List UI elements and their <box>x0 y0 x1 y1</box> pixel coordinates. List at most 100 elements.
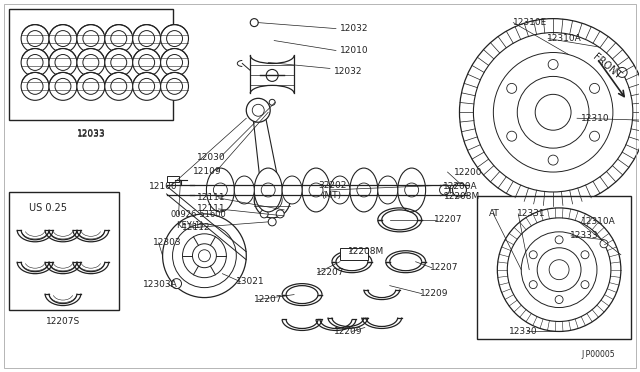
Text: 12207: 12207 <box>433 215 462 224</box>
Circle shape <box>77 73 105 100</box>
Circle shape <box>166 78 182 94</box>
Circle shape <box>517 76 589 148</box>
Text: 12310A: 12310A <box>581 217 616 227</box>
Text: 12033: 12033 <box>77 130 105 139</box>
Text: 12330: 12330 <box>509 327 538 336</box>
Circle shape <box>83 31 99 46</box>
Circle shape <box>260 210 268 218</box>
Text: 12207: 12207 <box>254 295 283 304</box>
Ellipse shape <box>234 176 254 204</box>
Circle shape <box>254 182 290 218</box>
Circle shape <box>440 185 449 195</box>
Text: 12303A: 12303A <box>143 280 178 289</box>
Text: 12010: 12010 <box>340 46 369 55</box>
Circle shape <box>27 31 43 46</box>
Circle shape <box>163 214 246 298</box>
Circle shape <box>55 31 71 46</box>
Circle shape <box>77 25 105 52</box>
Circle shape <box>600 240 608 248</box>
Text: KEY(1): KEY(1) <box>177 221 204 230</box>
Circle shape <box>549 260 569 280</box>
Text: 12030: 12030 <box>196 153 225 161</box>
Ellipse shape <box>254 168 282 212</box>
Text: 13021: 13021 <box>236 277 265 286</box>
Circle shape <box>589 83 600 93</box>
Circle shape <box>173 224 236 288</box>
Text: 12208M: 12208M <box>444 192 480 202</box>
Text: J P00005: J P00005 <box>581 350 614 359</box>
Circle shape <box>105 73 132 100</box>
Circle shape <box>83 78 99 94</box>
Circle shape <box>139 54 155 70</box>
Circle shape <box>269 99 275 105</box>
Circle shape <box>21 48 49 76</box>
Circle shape <box>474 33 633 192</box>
Circle shape <box>213 183 227 197</box>
Text: US 0.25: US 0.25 <box>29 203 67 213</box>
Text: 12303: 12303 <box>152 238 181 247</box>
Text: 12209: 12209 <box>333 327 362 336</box>
Circle shape <box>252 104 264 116</box>
Circle shape <box>497 208 621 331</box>
Circle shape <box>460 19 640 206</box>
Circle shape <box>493 52 613 172</box>
Circle shape <box>246 98 270 122</box>
Text: 12100: 12100 <box>148 182 177 190</box>
Circle shape <box>548 155 558 165</box>
Circle shape <box>55 78 71 94</box>
Circle shape <box>548 60 558 70</box>
Circle shape <box>132 73 161 100</box>
Circle shape <box>105 25 132 52</box>
Text: 32202: 32202 <box>318 180 346 189</box>
Circle shape <box>268 218 276 226</box>
Circle shape <box>27 54 43 70</box>
Text: 12111: 12111 <box>196 205 225 214</box>
Bar <box>477 196 631 339</box>
Circle shape <box>452 183 467 197</box>
Circle shape <box>27 78 43 94</box>
Text: 12331: 12331 <box>517 209 546 218</box>
Circle shape <box>111 78 127 94</box>
Text: 12032: 12032 <box>340 24 369 33</box>
Circle shape <box>77 48 105 76</box>
Ellipse shape <box>207 168 234 212</box>
Ellipse shape <box>397 168 426 212</box>
Text: 12109: 12109 <box>193 167 221 176</box>
Text: 12310: 12310 <box>581 114 610 123</box>
Text: 12209: 12209 <box>420 289 448 298</box>
Text: 12207: 12207 <box>429 263 458 272</box>
Text: 12033: 12033 <box>77 129 105 138</box>
Circle shape <box>276 210 284 218</box>
Circle shape <box>521 232 597 308</box>
Circle shape <box>529 280 537 289</box>
Text: 12207S: 12207S <box>46 317 80 326</box>
Circle shape <box>507 131 516 141</box>
Circle shape <box>535 94 571 130</box>
Circle shape <box>555 296 563 304</box>
Circle shape <box>262 190 282 210</box>
Ellipse shape <box>302 168 330 212</box>
Bar <box>340 248 368 260</box>
Circle shape <box>105 48 132 76</box>
Circle shape <box>111 54 127 70</box>
Polygon shape <box>252 110 282 200</box>
Text: 12032: 12032 <box>334 67 362 76</box>
Bar <box>9 9 173 120</box>
Ellipse shape <box>378 176 397 204</box>
Text: 12310E: 12310E <box>513 18 548 27</box>
Circle shape <box>166 54 182 70</box>
Circle shape <box>617 67 627 77</box>
Circle shape <box>132 48 161 76</box>
Circle shape <box>111 31 127 46</box>
Circle shape <box>250 19 258 26</box>
Text: 12207: 12207 <box>316 268 344 277</box>
Circle shape <box>404 183 419 197</box>
Text: 12333: 12333 <box>570 231 598 240</box>
Text: 12310A: 12310A <box>547 34 582 43</box>
Circle shape <box>193 244 216 268</box>
Circle shape <box>55 54 71 70</box>
Ellipse shape <box>282 176 302 204</box>
Text: (MT): (MT) <box>321 192 341 201</box>
Circle shape <box>139 78 155 94</box>
Circle shape <box>49 48 77 76</box>
